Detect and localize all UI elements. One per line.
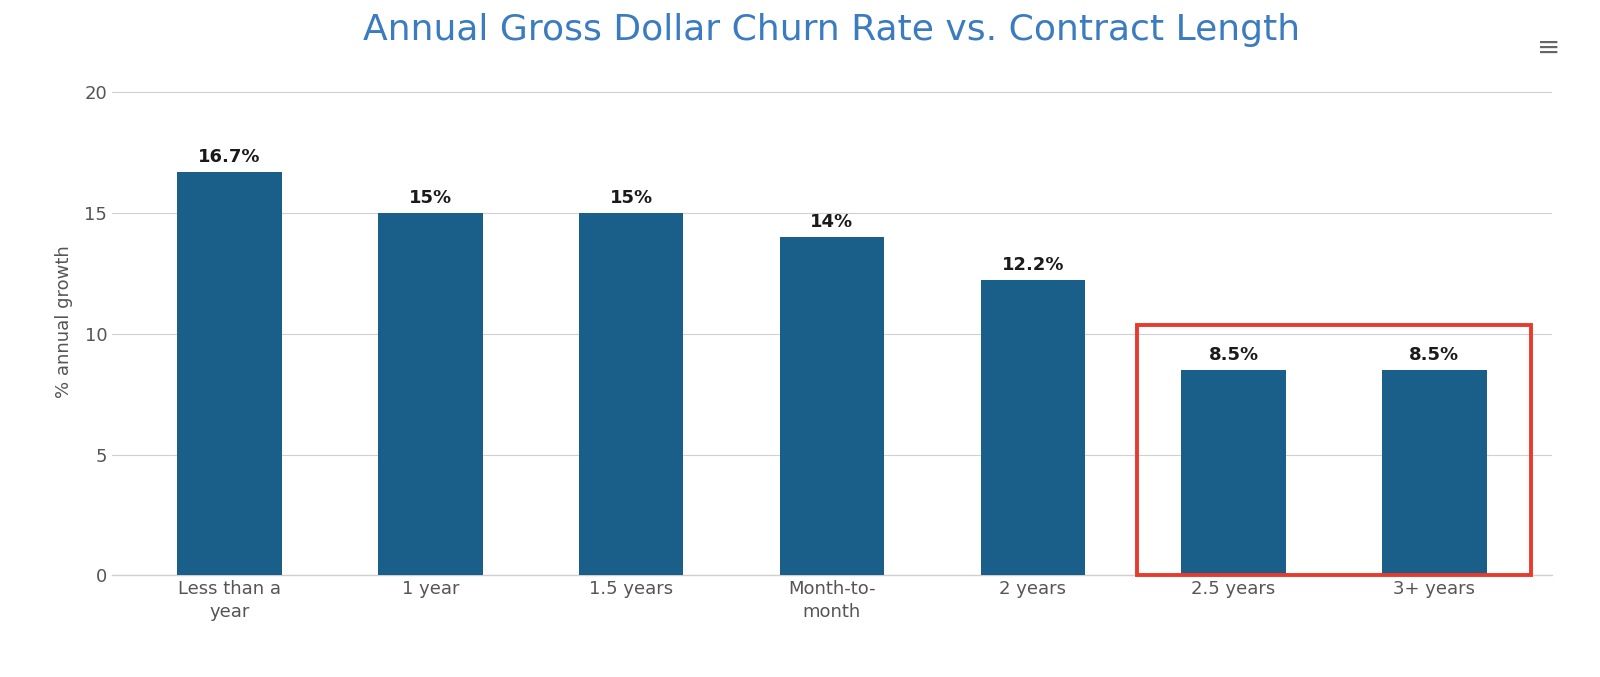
Bar — [1181, 370, 1286, 575]
Bar — [1382, 370, 1486, 575]
Bar — [779, 237, 885, 575]
Text: 8.5%: 8.5% — [1208, 346, 1259, 364]
Bar — [981, 280, 1085, 575]
Text: 15%: 15% — [610, 189, 653, 206]
Text: 14%: 14% — [811, 213, 853, 231]
Text: 12.2%: 12.2% — [1002, 257, 1064, 274]
Text: 8.5%: 8.5% — [1410, 346, 1459, 364]
Bar — [579, 213, 683, 575]
Bar — [378, 213, 483, 575]
Title: Annual Gross Dollar Churn Rate vs. Contract Length: Annual Gross Dollar Churn Rate vs. Contr… — [363, 13, 1301, 47]
Text: 16.7%: 16.7% — [198, 148, 261, 166]
Y-axis label: % annual growth: % annual growth — [54, 245, 74, 398]
Bar — [178, 172, 282, 575]
Bar — [1138, 325, 1531, 575]
Text: ≡: ≡ — [1536, 34, 1560, 62]
Text: 15%: 15% — [410, 189, 453, 206]
